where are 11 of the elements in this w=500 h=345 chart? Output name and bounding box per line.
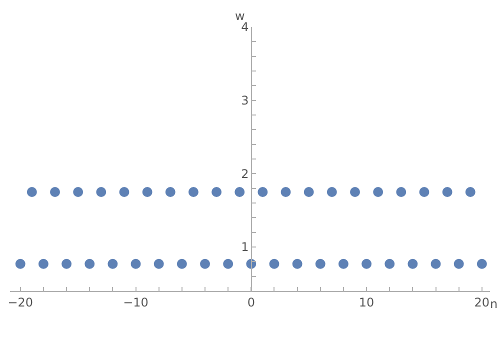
x-tick-label: 0 [247,295,255,310]
x-tick-label: −10 [123,295,148,310]
x-tick-label: −20 [8,295,34,310]
x-tick-label: 10 [358,295,374,310]
y-axis-title: w [235,9,245,23]
x-axis-title: n [490,297,498,311]
x-tick-label: 20 [474,295,490,310]
y-tick-label: 2 [241,166,249,181]
y-tick-label: 4 [241,20,249,34]
y-tick-label: 3 [241,94,249,108]
y-tick-label: 1 [241,240,249,254]
